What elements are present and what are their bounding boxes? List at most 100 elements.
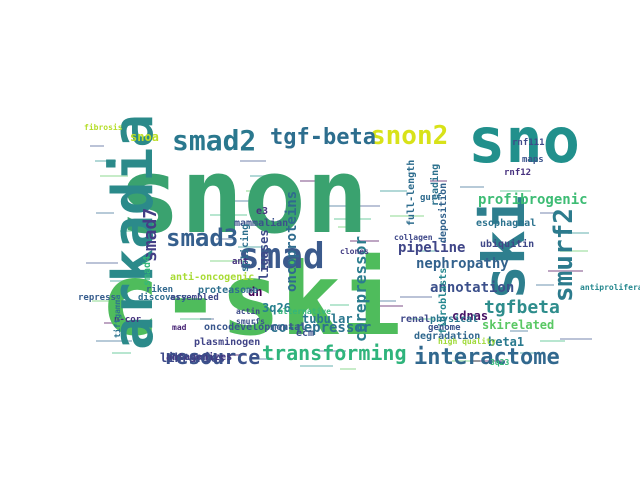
filler-mark [100,175,128,177]
cloud-word: smad7 [140,208,161,262]
filler-mark [340,368,356,370]
filler-mark [330,304,349,306]
cloud-word: arkadia [101,114,166,350]
filler-mark [110,280,125,282]
filler-mark [238,246,265,248]
filler-mark [250,175,283,177]
filler-mark [96,212,114,214]
filler-mark [86,262,118,264]
cloud-word: tubular [302,312,353,326]
filler-mark [430,180,447,182]
cloud-word: smurfs [236,317,265,326]
filler-mark [360,205,380,207]
filler-mark [228,354,245,356]
cloud-word: antiproliferative [580,282,640,292]
filler-mark [92,300,114,302]
filler-mark [146,206,167,208]
cloud-word: oncoproteins [284,191,300,292]
cloud-word: anti-oncogenic [170,271,254,283]
cloud-word: corepressor [351,236,370,342]
cloud-word: smurf2 [549,208,579,302]
filler-mark [400,296,432,298]
cloud-word: discovery [138,292,187,303]
filler-mark [420,250,435,252]
filler-mark [320,205,350,207]
filler-mark [90,145,104,147]
cloud-word: alternative [278,306,331,316]
cloud-word: pipeline [398,240,465,256]
filler-mark [560,250,588,252]
filler-mark [536,284,554,286]
filler-mark [210,214,247,216]
filler-mark [410,318,435,320]
cloud-word: resource [164,345,260,369]
filler-mark [350,240,379,242]
filler-mark [510,330,528,332]
cloud-word: beta1 [488,335,524,349]
cloud-word: proteomic [168,352,217,363]
filler-mark [250,358,274,360]
filler-mark [120,230,145,232]
filler-mark [338,226,360,228]
filler-mark [300,365,333,367]
filler-mark [380,190,407,192]
cloud-word: plasminogen [194,336,260,348]
cloud-word: sno [468,104,580,177]
filler-mark [240,160,266,162]
cloud-word: profibrogenic [478,192,588,208]
cloud-word: maps [522,155,544,165]
cloud-word: smad2 [172,124,256,157]
cloud-word: tgfbeta [484,297,560,318]
cloud-word: annotation [430,280,514,296]
cloud-word: fibrosis [84,122,123,132]
cloud-word: actin [236,306,260,316]
cloud-word: rnf111 [512,138,545,148]
cloud-word: ubiquitin [480,238,534,250]
cloud-word: rnf12 [504,168,531,178]
cloud-word: fibroblasts [437,268,449,334]
cloud-word: 3q23 [490,358,509,367]
cloud-word: antagonizes [166,351,232,363]
cloud-word: high quality [438,336,496,346]
cloud-word: physical [430,313,478,325]
cloud-word: mad [172,323,187,332]
cloud-word: ski [470,195,538,300]
cloud-word: collagen [394,233,433,242]
cloud-word: smad [238,236,325,277]
filler-mark [112,352,131,354]
cloud-word: oncodevelopmental [204,322,306,333]
cloud-word: snoa [130,130,159,144]
cloud-word: snon2 [370,121,448,151]
filler-mark [568,232,589,234]
filler-mark [470,360,505,362]
cloud-word: snon [118,135,368,257]
cloud-word: cdnas [452,309,488,323]
cloud-word: clones [340,247,369,256]
filler-mark [210,260,244,262]
filler-mark [320,350,346,352]
cloud-word: nephropathy [416,256,509,272]
cloud-word: deposition [437,183,449,243]
filler-mark [540,212,554,214]
cloud-word: genome [428,323,461,333]
cloud-word: dn [248,285,262,299]
filler-mark [334,218,371,220]
filler-mark [200,318,214,320]
cloud-word: ant [232,257,248,267]
filler-mark [246,190,262,192]
cloud-word: c-ski [100,241,401,358]
filler-mark [96,340,132,342]
filler-mark [500,190,531,192]
filler-mark [95,160,116,162]
filler-mark [460,186,484,188]
cloud-word: proteasome [198,285,258,296]
cloud-word: splicing [239,224,251,272]
cloud-word: mammalian [234,217,288,229]
filler-mark [180,318,211,320]
cloud-word: smad4 [142,256,153,286]
cloud-word: ligases [257,229,271,280]
cloud-word: n-cor [114,315,142,325]
cloud-word: transforming [262,341,407,365]
cloud-word: smad3 [166,224,238,252]
